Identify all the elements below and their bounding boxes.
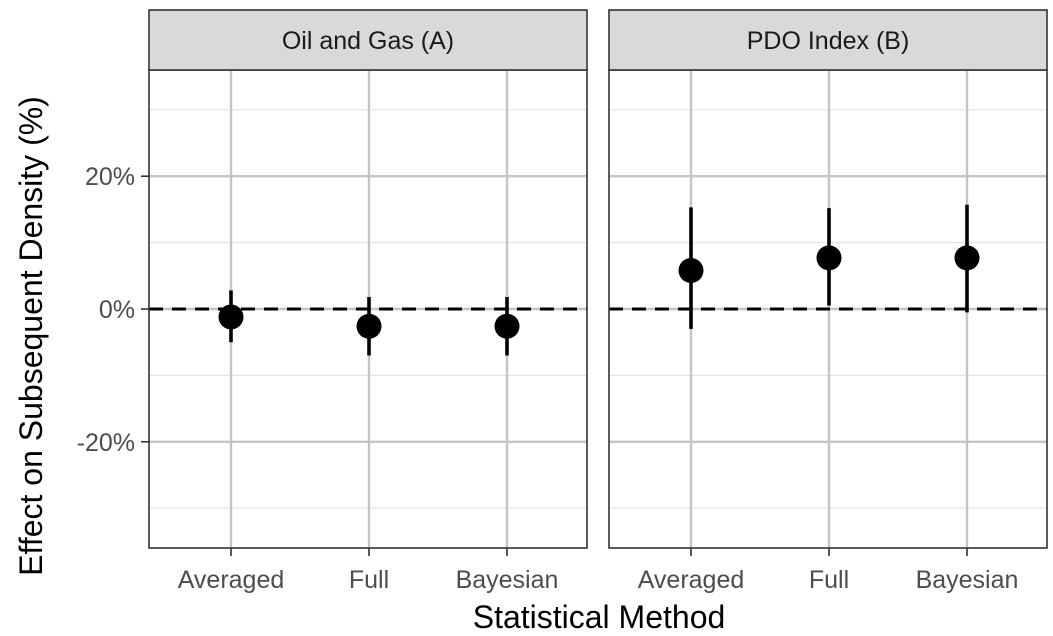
point-estimate [356, 313, 382, 339]
facet-strip [608, 9, 1048, 71]
point-estimate [816, 245, 842, 271]
y-tick-label: 20% [85, 163, 135, 191]
point-estimate [954, 245, 980, 271]
x-axis-title: Statistical Method [473, 599, 726, 635]
point-estimate [218, 304, 244, 330]
x-tick-label: Bayesian [456, 566, 559, 594]
facet-strip-label: Oil and Gas (A) [282, 27, 454, 55]
x-tick-label: Averaged [638, 566, 745, 594]
facet-strip-label: PDO Index (B) [747, 27, 910, 55]
y-tick-label: 0% [99, 296, 135, 324]
y-axis-title: Effect on Subsequent Density (%) [13, 96, 49, 576]
panel-b: PDO Index (B) Averaged Full Bayesian [608, 9, 1048, 594]
x-tick-label: Full [349, 566, 389, 594]
y-tick-label: -20% [77, 429, 135, 457]
x-tick-label: Averaged [178, 566, 285, 594]
point-estimate [678, 257, 704, 283]
x-tick-label: Bayesian [916, 566, 1019, 594]
y-axis: -20% 0% 20% [77, 163, 149, 457]
x-tick-label: Full [809, 566, 849, 594]
point-estimate [494, 313, 520, 339]
panel-a: Oil and Gas (A) Averaged Full Bayesian [148, 9, 588, 594]
facet-strip [148, 9, 588, 71]
